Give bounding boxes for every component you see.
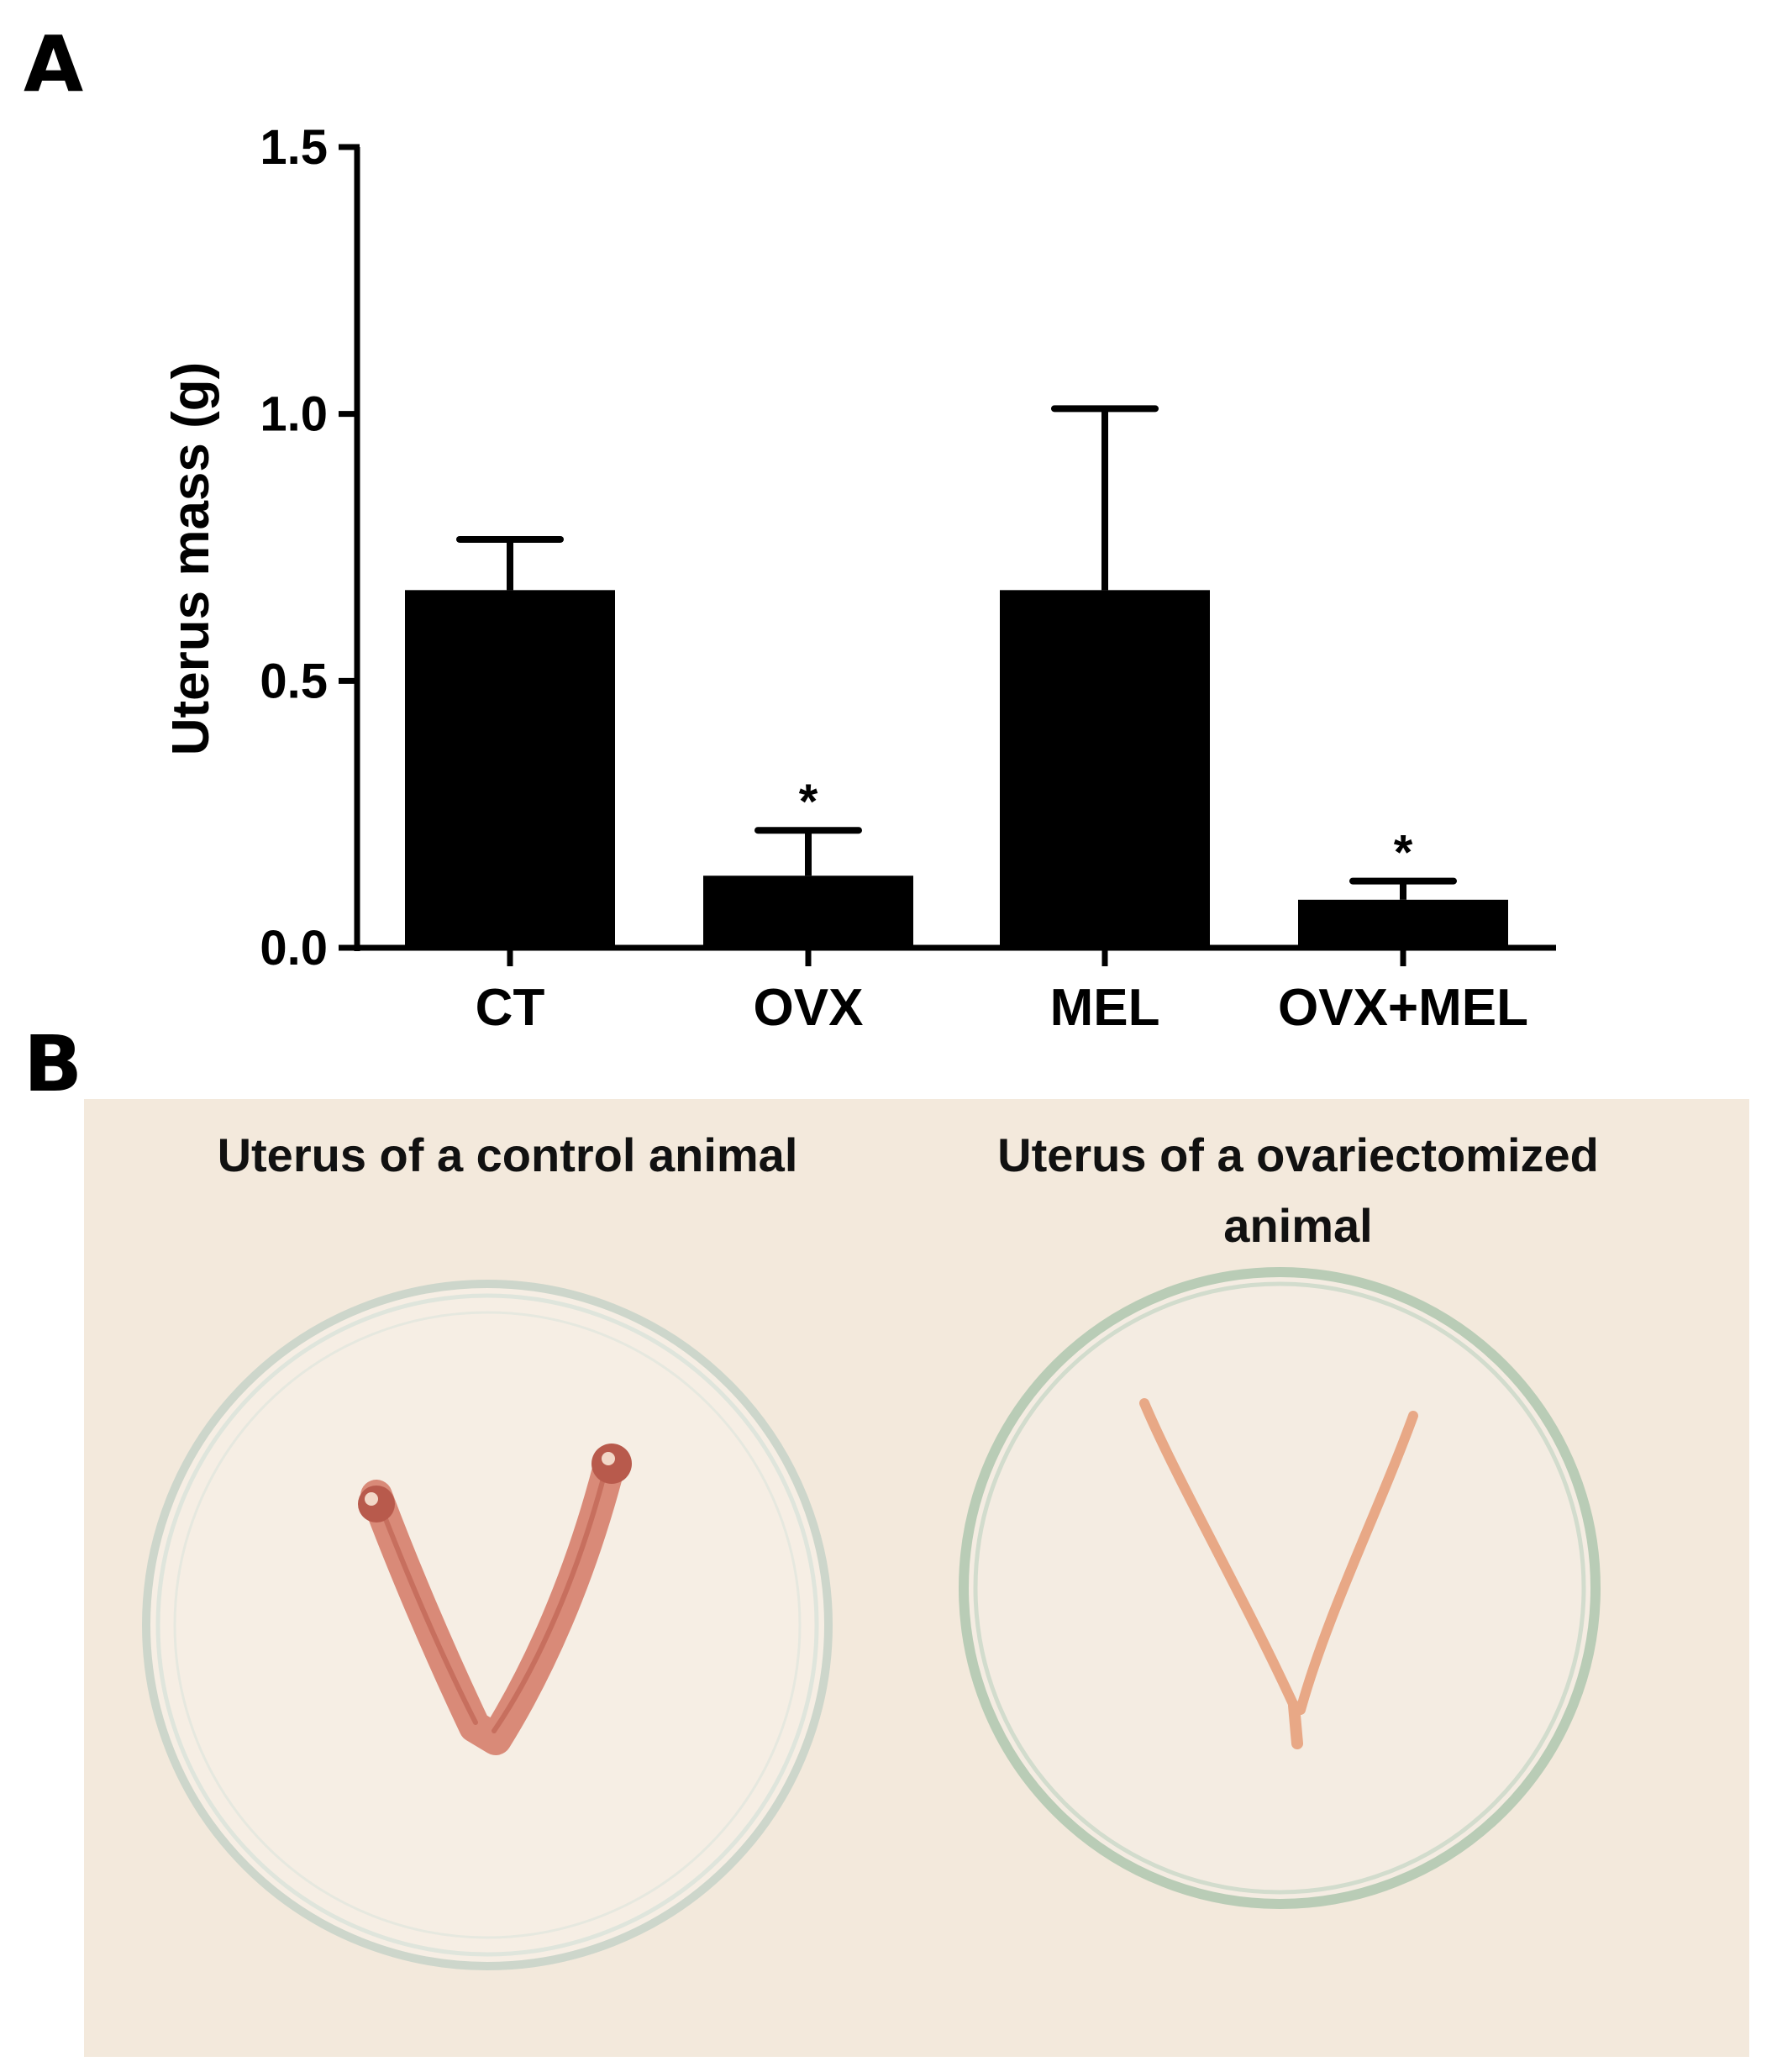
significance-asterisk: *	[1394, 826, 1413, 881]
significance-asterisk: *	[799, 775, 818, 829]
y-ticks: 0.0 0.5 1.0 1.5	[260, 120, 360, 976]
x-tick-label: OVX+MEL	[1278, 979, 1528, 1037]
x-tick-label: CT	[476, 979, 545, 1037]
y-tick-label: 0.0	[260, 921, 328, 976]
bar-ct	[405, 590, 615, 948]
bar-chart: Uterus mass (g) 0.0 0.5 1.0 1.5 CT OVX MEL OVX…	[162, 120, 1556, 1037]
petri-dish-ovariectomized	[959, 1267, 1601, 1909]
y-tick-label: 1.0	[260, 387, 328, 442]
x-tick-label: OVX	[754, 979, 864, 1037]
bar-ovx	[703, 876, 913, 948]
caption-ovariectomized-line1: Uterus of a ovariectomized	[997, 1128, 1599, 1181]
petri-dish-control	[142, 1280, 833, 1970]
bar-mel	[1000, 590, 1210, 948]
caption-ovariectomized-line2: animal	[1223, 1199, 1372, 1252]
y-axis-title: Uterus mass (g)	[162, 362, 220, 756]
significance-marks: **	[799, 775, 1413, 880]
photo: Uterus of a control animal Uterus of a o…	[84, 1099, 1749, 2057]
x-tick-label: MEL	[1050, 979, 1160, 1037]
caption-control: Uterus of a control animal	[218, 1128, 798, 1181]
error-bars	[456, 405, 1457, 900]
uterus-control	[358, 1444, 632, 1755]
uterus-ovariectomized	[1139, 1398, 1418, 1749]
y-tick-label: 0.5	[260, 654, 328, 708]
panel-a-label: A	[24, 19, 83, 109]
x-ticks: CT OVX MEL OVX+MEL	[476, 948, 1528, 1037]
bar-ovx-mel	[1298, 899, 1508, 948]
panel-b-label: B	[24, 1019, 82, 1109]
bars	[405, 590, 1508, 948]
y-tick-label: 1.5	[260, 120, 328, 175]
